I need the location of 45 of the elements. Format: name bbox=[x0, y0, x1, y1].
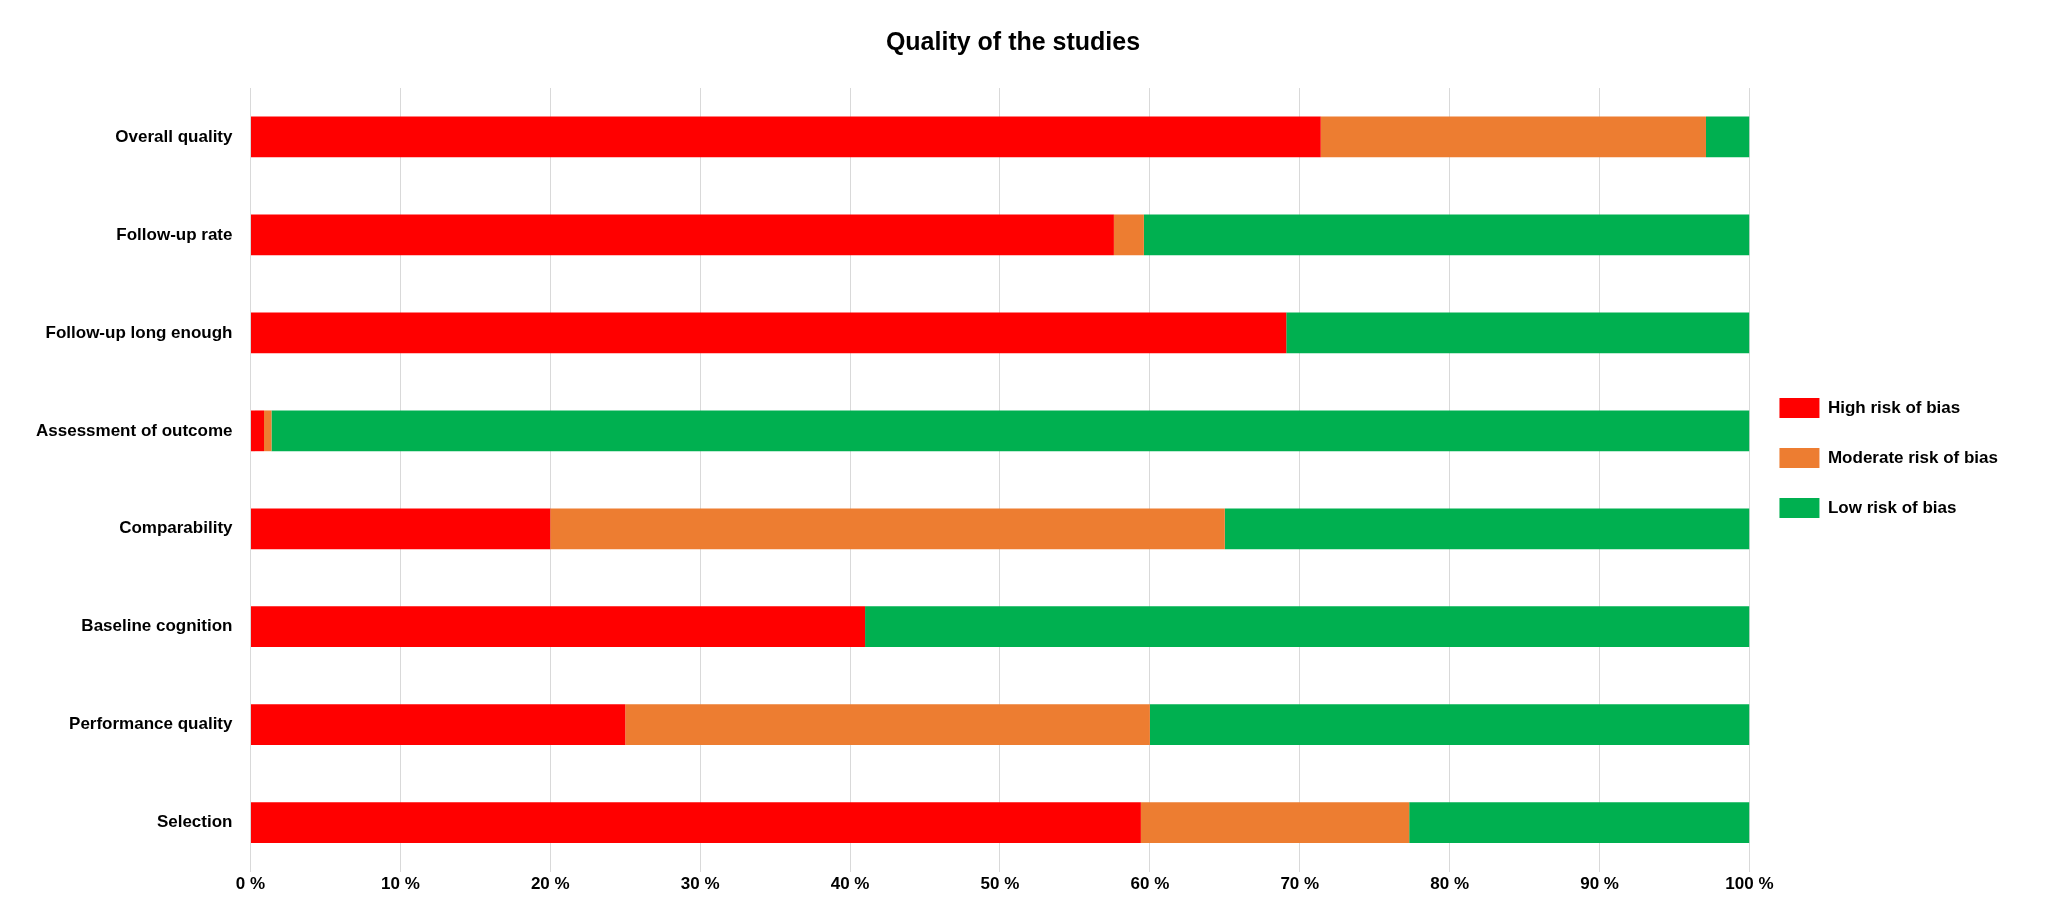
bar bbox=[1409, 802, 1750, 843]
bar bbox=[550, 508, 1225, 550]
bar bbox=[251, 606, 866, 648]
y-tick-label: Comparability bbox=[119, 518, 234, 538]
bar bbox=[865, 606, 1750, 648]
bar bbox=[263, 410, 272, 452]
x-tick-label: 100 % bbox=[1725, 874, 1774, 894]
x-tick-label: 40 % bbox=[830, 874, 870, 894]
bar bbox=[1113, 214, 1144, 256]
bar bbox=[1149, 704, 1750, 746]
bar bbox=[1705, 116, 1750, 158]
x-tick-label: 50 % bbox=[980, 874, 1020, 894]
bar bbox=[251, 508, 551, 550]
bar bbox=[1143, 214, 1750, 256]
bar bbox=[1286, 312, 1750, 354]
legend-label: Low risk of bias bbox=[1827, 497, 1957, 517]
x-tick-label: 70 % bbox=[1280, 874, 1320, 894]
bar bbox=[251, 214, 1114, 256]
bar bbox=[251, 704, 626, 746]
bar bbox=[625, 704, 1150, 746]
bar bbox=[251, 312, 1287, 354]
x-tick-label: 80 % bbox=[1430, 874, 1470, 894]
y-tick-label: Follow-up rate bbox=[116, 224, 233, 244]
y-tick-label: Overall quality bbox=[115, 126, 234, 146]
y-tick-label: Assessment of outcome bbox=[36, 420, 233, 440]
bar bbox=[1320, 116, 1706, 158]
y-tick-label: Baseline cognition bbox=[81, 616, 233, 636]
y-tick-label: Selection bbox=[156, 812, 233, 832]
x-tick-label: 0 % bbox=[235, 874, 266, 894]
bar bbox=[251, 802, 1141, 843]
legend-label: Moderate risk of bias bbox=[1827, 447, 1999, 467]
bar bbox=[271, 410, 1750, 452]
x-tick-label: 10 % bbox=[381, 874, 420, 894]
x-tick-label: 20 % bbox=[530, 874, 570, 894]
x-tick-label: 30 % bbox=[680, 874, 720, 894]
x-tick-label: 90 % bbox=[1580, 874, 1619, 894]
y-tick-label: Performance quality bbox=[69, 714, 234, 734]
chart-title: Quality of the studies bbox=[885, 26, 1141, 55]
legend-label: High risk of bias bbox=[1827, 397, 1961, 417]
bar bbox=[1140, 802, 1410, 843]
y-tick-label: Follow-up long enough bbox=[45, 322, 233, 342]
bar bbox=[251, 116, 1321, 158]
x-tick-label: 60 % bbox=[1130, 874, 1170, 894]
bar bbox=[251, 410, 264, 452]
bar bbox=[1224, 508, 1750, 550]
